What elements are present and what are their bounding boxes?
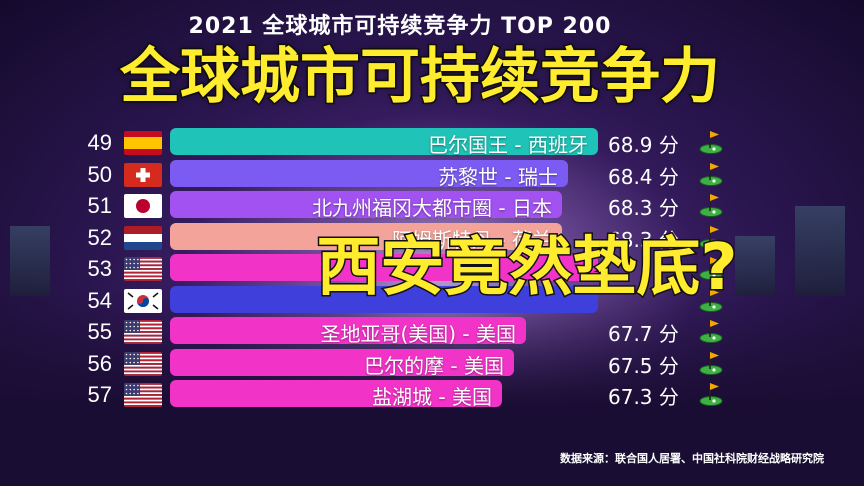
- bar-label: 巴尔的摩 - 美国: [364, 353, 504, 378]
- bar: [170, 222, 562, 250]
- value-label: 68.4 分: [608, 164, 679, 189]
- rank-label: 55: [87, 319, 112, 344]
- bar: [170, 128, 598, 155]
- golf-flag-icon: [698, 286, 724, 312]
- golf-flag-icon: [698, 317, 724, 343]
- rank-label: 52: [87, 224, 112, 250]
- bar: [170, 191, 562, 218]
- rank-label: 53: [87, 256, 112, 281]
- rank-label: 54: [87, 287, 112, 313]
- golf-flag-icon: [698, 191, 724, 217]
- golf-flag-icon: [698, 254, 724, 280]
- rank-label: 50: [87, 161, 112, 187]
- background-building: [10, 226, 50, 296]
- golf-flag-icon: [698, 128, 724, 154]
- value-label: 67.7 分: [608, 322, 679, 346]
- rank-label: 57: [87, 382, 112, 407]
- bar-label: 苏黎世 - 瑞士: [438, 164, 558, 189]
- rank-label: 51: [87, 193, 112, 218]
- bar: [170, 285, 598, 313]
- bar: [170, 254, 598, 281]
- value-label: 67.3 分: [608, 385, 679, 409]
- bar: [170, 159, 568, 187]
- bar-label: 盐湖城 - 美国: [372, 385, 492, 409]
- spain-flag-icon: [124, 131, 162, 155]
- value-label: 68.3 分: [608, 227, 679, 252]
- netherlands-flag-icon: [124, 225, 162, 250]
- value-label: 68.9 分: [608, 133, 679, 157]
- usa-flag-icon: [124, 257, 162, 281]
- japan-flag-icon: [124, 194, 162, 218]
- question-overlay: 西安竟然垫底?: [315, 230, 739, 307]
- bar-label: 阿姆斯特丹 - 荷兰: [392, 227, 552, 252]
- bar-label: 北九州福冈大都市圈 - 日本: [312, 196, 552, 220]
- usa-flag-icon: [124, 383, 162, 407]
- switzerland-flag-icon: [124, 162, 162, 187]
- data-source: 数据来源：联合国人居署、中国社科院财经战略研究院: [560, 452, 824, 465]
- golf-flag-icon: [698, 380, 724, 406]
- golf-flag-icon: [698, 349, 724, 375]
- value-label: 68.3 分: [608, 196, 679, 220]
- bar-label: 巴尔国王 - 西班牙: [428, 133, 588, 157]
- main-title-overlay: 全球城市可持续竞争力: [119, 41, 722, 114]
- golf-flag-icon: [698, 223, 724, 249]
- korea-flag-icon: [124, 288, 162, 313]
- bar: [170, 348, 514, 376]
- bar: [170, 380, 502, 407]
- golf-flag-icon: [698, 160, 724, 186]
- rank-label: 49: [87, 130, 112, 155]
- bar-label: 圣地亚哥(美国) - 美国: [320, 322, 516, 346]
- bar: [170, 317, 526, 344]
- background-building: [795, 206, 845, 296]
- rank-label: 56: [87, 350, 112, 376]
- chart-top-title: 2021 全球城市可持续竞争力 TOP 200: [188, 14, 612, 39]
- usa-flag-icon: [124, 320, 162, 344]
- value-label: 67.5 分: [608, 353, 679, 378]
- usa-flag-icon: [124, 351, 162, 376]
